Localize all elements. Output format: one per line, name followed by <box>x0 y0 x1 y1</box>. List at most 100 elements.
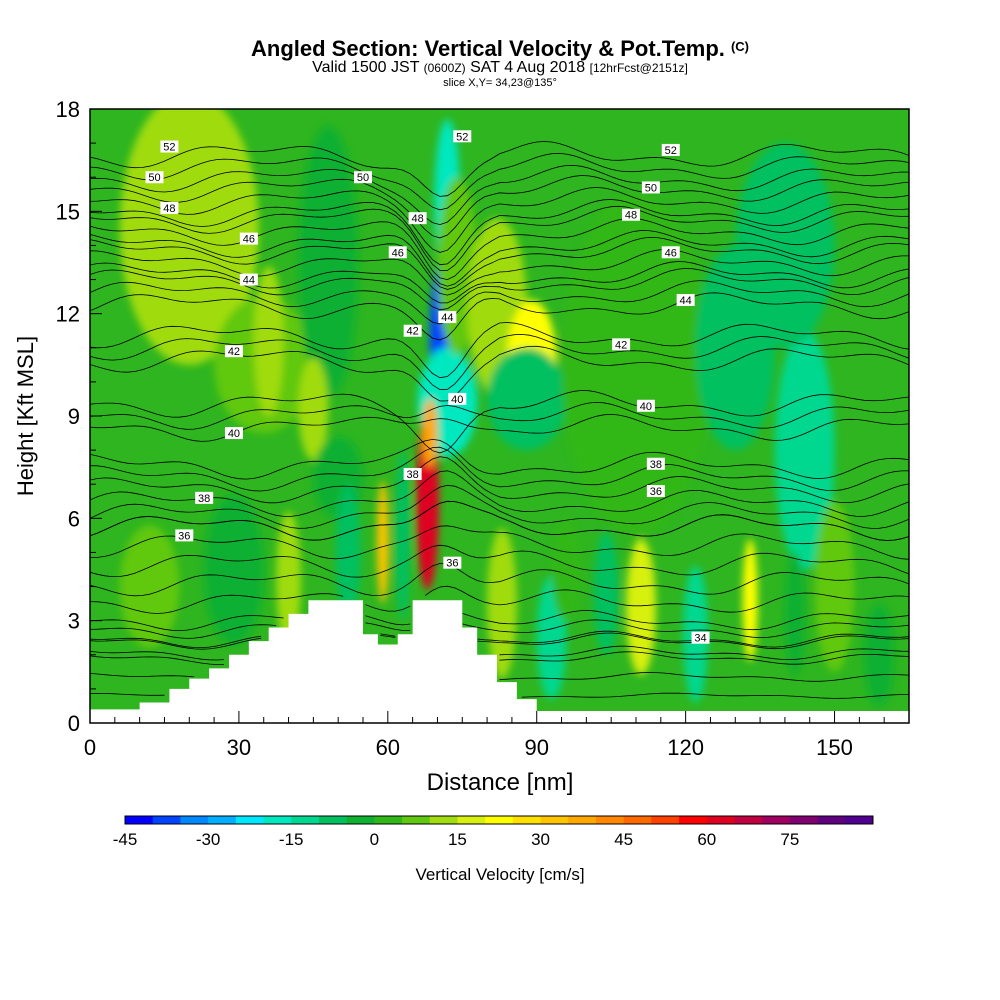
contour-label-text: 40 <box>228 428 240 440</box>
theta-contour-line <box>90 292 909 341</box>
colorbar-swatch <box>318 816 348 824</box>
colorbar-swatch <box>679 816 708 824</box>
theta-contour-line <box>90 610 909 632</box>
theta-contour-line <box>90 672 909 682</box>
colorbar-swatch <box>263 816 292 824</box>
theta-contour-line <box>90 175 909 239</box>
contour-label-text: 44 <box>441 312 453 324</box>
contour-label-text: 52 <box>456 131 468 143</box>
contour-label: 38 <box>403 467 422 481</box>
colorbar-tick-label: 60 <box>697 830 716 849</box>
contour-label-box <box>646 457 665 470</box>
contour-label: 36 <box>646 485 665 498</box>
contour-label: 34 <box>691 631 710 645</box>
theta-contour-line <box>90 390 909 454</box>
contour-label: 44 <box>438 311 457 324</box>
colorbar-swatch <box>346 816 375 824</box>
colorbar-swatch <box>291 816 320 824</box>
colorbar-tick-label: 15 <box>448 830 467 849</box>
colorbar-swatch <box>706 816 735 824</box>
contour-label: 40 <box>224 427 243 440</box>
colorbar-swatch <box>651 816 680 824</box>
theta-contour-line <box>90 692 909 699</box>
theta-contour-line <box>90 484 909 529</box>
theta-contour-line <box>90 544 909 578</box>
colorbar-swatch <box>540 816 569 824</box>
contour-label-text: 36 <box>178 530 190 542</box>
title-unit: (C) <box>730 39 749 54</box>
contour-label-text: 50 <box>645 182 657 194</box>
contour-label-text: 48 <box>411 213 423 225</box>
valid-zulu: (0600Z) <box>423 61 466 75</box>
contour-label-box <box>354 171 372 184</box>
contour-label: 42 <box>612 338 631 351</box>
velocity-cell <box>298 358 329 461</box>
contour-label-text: 38 <box>198 493 210 505</box>
colorbar: -45 -30 -15 0 15 30 45 60 75 <box>113 815 874 849</box>
contour-label-box <box>641 181 660 194</box>
contour-label: 36 <box>443 556 462 570</box>
contour-label-box <box>453 130 472 143</box>
colorbar-tick-label: -45 <box>113 830 138 849</box>
contour-label-box <box>175 529 194 542</box>
y-tick-label: 15 <box>56 199 80 224</box>
contour-label-text: 50 <box>148 172 160 184</box>
colorbar-tick-label: 45 <box>614 830 633 849</box>
velocity-cell <box>735 143 835 348</box>
contour-label: 50 <box>641 181 660 194</box>
contour-label-text: 42 <box>228 346 240 358</box>
contour-label-text: 34 <box>694 633 706 645</box>
colorbar-swatch <box>789 816 819 824</box>
velocity-cell <box>784 552 805 676</box>
theta-contour-line <box>90 261 909 304</box>
colorbar-tick-label: 0 <box>370 830 379 849</box>
colorbar-tick-label: -15 <box>279 830 304 849</box>
theta-contour-line <box>90 205 909 271</box>
contour-label-box <box>239 273 258 286</box>
theta-contour-line <box>90 651 909 665</box>
theta-contour-line <box>90 217 909 281</box>
colorbar-swatch <box>235 816 265 824</box>
colorbar-swatch <box>402 816 431 824</box>
theta-contour-line <box>90 438 909 480</box>
theta-contour-line <box>90 236 909 290</box>
velocity-cell <box>626 538 656 676</box>
theta-contours <box>90 141 909 699</box>
terrain <box>90 600 909 723</box>
contour-label: 42 <box>224 345 243 358</box>
contour-label: 38 <box>646 457 665 471</box>
theta-contour-line <box>90 280 909 325</box>
colorbar-swatch <box>208 816 237 824</box>
theta-contour-line <box>90 230 909 287</box>
contour-label-text: 42 <box>615 339 627 351</box>
theta-contour-line <box>90 500 909 541</box>
contour-label-box <box>239 232 258 245</box>
contour-label-box <box>661 143 680 156</box>
contour-label: 44 <box>676 294 695 307</box>
y-axis: 0 3 6 9 12 15 18 <box>56 97 102 736</box>
contour-label: 50 <box>145 171 164 184</box>
y-tick-label: 3 <box>68 609 80 634</box>
theta-contour-line <box>90 585 909 614</box>
contour-label-box <box>224 427 243 440</box>
theta-contour-line <box>90 141 909 197</box>
colorbar-swatch <box>512 816 542 824</box>
colorbar-swatch <box>762 816 791 824</box>
contour-label-text: 52 <box>163 142 175 154</box>
y-tick-label: 9 <box>68 404 80 429</box>
theta-contour-line <box>90 563 909 597</box>
colorbar-swatch <box>485 816 514 824</box>
contour-label-text: 48 <box>163 203 175 215</box>
contour-label-text: 44 <box>243 275 255 287</box>
contour-label-text: 46 <box>392 247 404 259</box>
contour-label-text: 40 <box>640 401 652 413</box>
contour-label-text: 38 <box>407 469 419 481</box>
theta-contour-line <box>90 525 909 560</box>
contour-label: 46 <box>661 246 680 259</box>
theta-contour-line <box>90 268 909 311</box>
contour-label-text: 40 <box>451 394 463 406</box>
contour-label-box <box>661 246 680 259</box>
contour-label: 48 <box>408 212 427 225</box>
x-axis: 0 30 60 90 120 150 <box>84 711 910 760</box>
